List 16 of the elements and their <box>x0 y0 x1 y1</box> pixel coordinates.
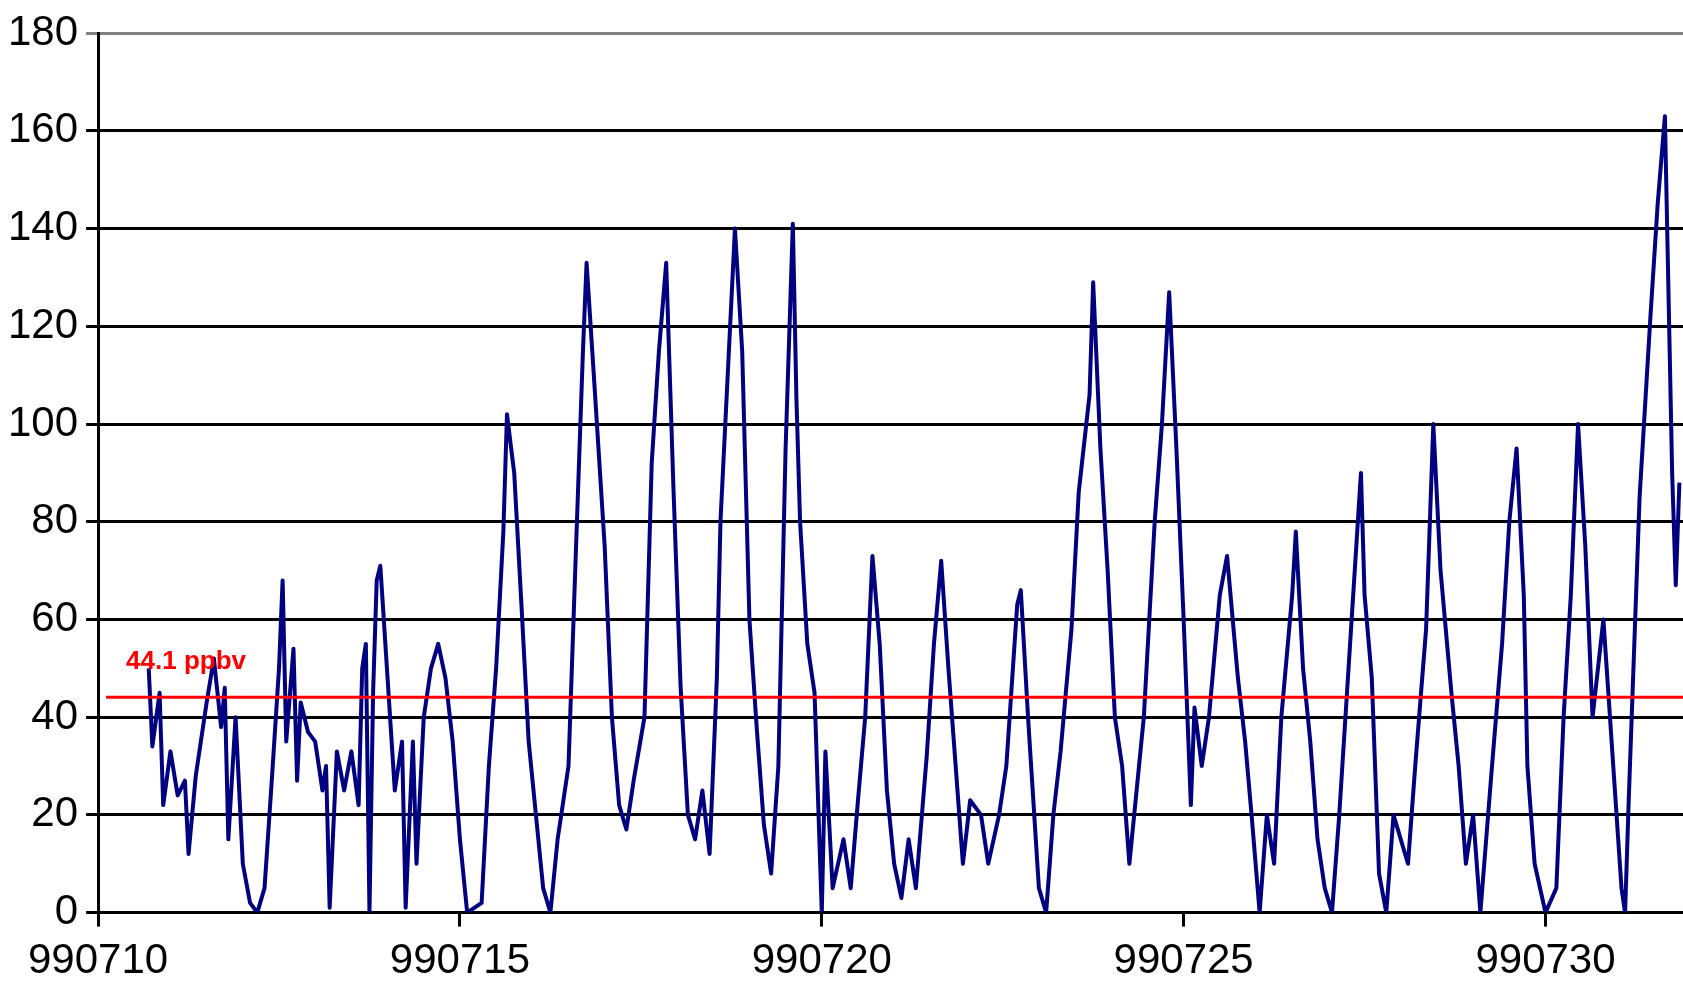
x-tick-label: 990710 <box>28 935 169 983</box>
y-tick-label: 160 <box>8 104 79 152</box>
x-tick-label: 990720 <box>751 935 892 983</box>
y-tick-label: 120 <box>8 299 79 347</box>
x-tick-label: 990725 <box>1113 935 1254 983</box>
y-tick-label: 60 <box>31 593 79 641</box>
y-tick-label: 0 <box>54 886 79 934</box>
y-tick-label: 20 <box>31 788 79 836</box>
y-tick-label: 100 <box>8 397 79 445</box>
ref-line-label: 44.1 ppbv <box>126 645 247 676</box>
y-tick-label: 80 <box>31 495 79 543</box>
y-tick-label: 140 <box>8 202 79 250</box>
x-tick-label: 990730 <box>1475 935 1616 983</box>
y-tick-label: 40 <box>31 690 79 738</box>
y-tick-label: 180 <box>8 6 79 54</box>
x-tick-label: 990715 <box>389 935 531 983</box>
